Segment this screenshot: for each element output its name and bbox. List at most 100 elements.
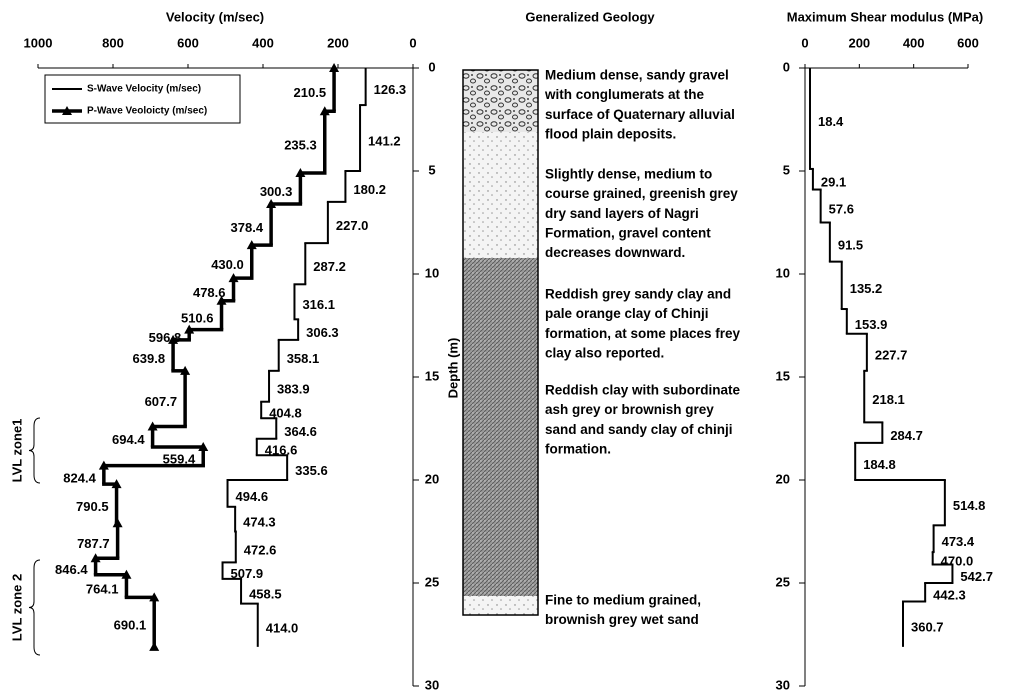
data-label: 235.3: [284, 138, 317, 153]
y-tick-label: 5: [428, 162, 435, 177]
y-tick-label: 0: [428, 59, 435, 74]
y-tick-label: 10: [776, 265, 790, 280]
data-label: 404.8: [269, 405, 302, 420]
data-label: 764.1: [86, 582, 119, 597]
marker: [198, 442, 209, 452]
marker: [329, 63, 340, 72]
data-label: 694.4: [112, 432, 145, 447]
data-label: 378.4: [231, 220, 264, 235]
x-axis-title: Maximum Shear modulus (MPa): [787, 9, 983, 24]
x-tick-label: 600: [957, 35, 979, 50]
geology-description: Reddish grey sandy clay and: [545, 287, 731, 302]
y-tick-label: 20: [425, 471, 439, 486]
gravel-stratum: [463, 70, 538, 132]
geology-description: Reddish clay with subordinate: [545, 383, 741, 398]
data-label: 126.3: [374, 82, 407, 97]
x-tick-label: 1000: [24, 35, 53, 50]
marker: [121, 569, 132, 579]
geology-column: [462, 69, 539, 616]
y-tick-label: 15: [425, 368, 439, 383]
legend-label: P-Wave Veoloicty (m/sec): [87, 106, 207, 117]
data-label: 18.4: [818, 114, 844, 129]
data-label: 300.3: [260, 184, 293, 199]
x-tick-label: 0: [801, 35, 808, 50]
data-label: 478.6: [193, 285, 226, 300]
marker: [98, 460, 109, 470]
x-axis-title: Velocity (m/sec): [166, 9, 264, 24]
series: 126.3 141.2 180.2 227.0 287.2 316.1 306.3 358.1…: [221, 68, 407, 647]
data-label: 383.9: [277, 382, 310, 397]
data-label: 559.4: [163, 452, 196, 467]
data-label: 790.5: [76, 499, 109, 514]
marker: [149, 641, 160, 651]
marker: [266, 198, 277, 208]
marker: [180, 365, 191, 375]
data-label: 639.8: [133, 351, 166, 366]
geology-description: Fine to medium grained,: [545, 593, 701, 608]
data-label: 607.7: [145, 394, 178, 409]
geology-description: brownish grey wet sand: [545, 612, 699, 627]
legend: S-Wave Velocity (m/sec) P-Wave Veoloicty …: [44, 74, 241, 124]
geology-description: with conglumerats at the: [544, 87, 705, 102]
data-label: 227.7: [875, 348, 908, 363]
clay-stratum: [463, 258, 538, 596]
geology-description: course grained, greenish grey: [545, 186, 738, 201]
y-tick-label: 10: [425, 265, 439, 280]
marker: [184, 324, 195, 334]
geology-description: pale orange clay of Chinji: [545, 306, 709, 321]
data-label: 360.7: [911, 620, 944, 635]
marker: [228, 273, 239, 283]
geology-description: dry sand layers of Nagri: [545, 206, 699, 221]
data-label: 227.0: [336, 218, 369, 233]
data-label: 358.1: [287, 351, 320, 366]
data-label: 514.8: [953, 498, 986, 513]
geology-description: formation.: [545, 441, 611, 456]
zone-label: LVL zone 2: [9, 574, 24, 641]
data-label: 57.6: [829, 201, 854, 216]
data-label: 474.3: [243, 515, 276, 530]
legend-box: [44, 74, 241, 124]
data-label: 306.3: [306, 325, 339, 340]
data-label: 210.5: [294, 85, 327, 100]
marker: [216, 295, 227, 305]
data-label: 824.4: [63, 470, 96, 485]
data-label: 316.1: [302, 297, 335, 312]
data-label: 442.3: [933, 588, 966, 603]
marker: [319, 106, 330, 116]
y-tick-label: 30: [776, 677, 790, 692]
marker: [295, 168, 306, 178]
data-label: 91.5: [838, 238, 863, 253]
data-label: 458.5: [249, 587, 282, 602]
x-tick-label: 200: [848, 35, 870, 50]
y-tick-label: 25: [776, 574, 790, 589]
data-label: 494.6: [236, 489, 269, 504]
y-tick-label: 0: [783, 59, 790, 74]
data-label: 141.2: [368, 133, 401, 148]
x-tick-label: 400: [252, 35, 274, 50]
column-border: [462, 69, 539, 616]
data-label: 787.7: [77, 536, 110, 551]
data-label: 218.1: [872, 392, 905, 407]
data-label: 416.6: [265, 442, 298, 457]
data-label: 846.4: [55, 562, 88, 577]
zone-brace: [28, 417, 41, 484]
data-label: 29.1: [821, 175, 846, 190]
marker: [147, 421, 158, 431]
geology-description: Medium dense, sandy gravel: [545, 68, 729, 83]
data-label: 335.6: [295, 463, 328, 478]
data-label: 184.8: [863, 457, 896, 472]
x-tick-label: 600: [177, 35, 199, 50]
x-tick-label: 400: [903, 35, 925, 50]
marker: [246, 240, 257, 250]
marker: [168, 334, 179, 344]
data-label: 287.2: [313, 259, 346, 274]
y-tick-label: 15: [776, 368, 790, 383]
marker: [90, 553, 101, 563]
data-label: 135.2: [850, 281, 883, 296]
x-tick-label: 800: [102, 35, 124, 50]
geology-description: sand and sandy clay of chinji: [545, 422, 733, 437]
data-label: 542.7: [960, 569, 993, 584]
data-label: 414.0: [266, 621, 299, 636]
